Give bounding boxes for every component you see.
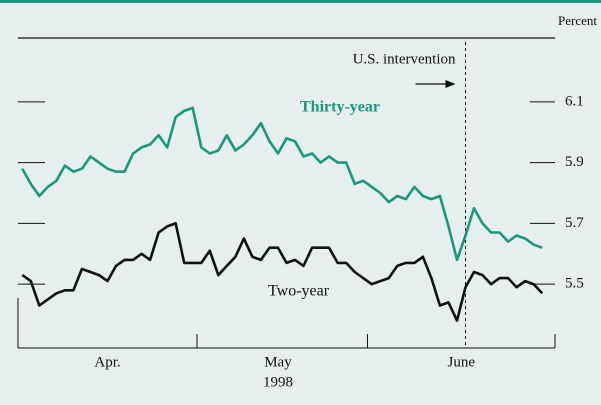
y-axis-label: Percent <box>558 13 597 28</box>
series-line <box>21 222 544 322</box>
y-tick-label: 5.9 <box>565 154 584 170</box>
annotation-text: U.S. intervention <box>353 51 456 67</box>
annotation-arrowhead <box>445 80 456 88</box>
y-tick-label: 6.1 <box>565 93 584 109</box>
top-border <box>0 0 601 3</box>
series-line <box>21 106 543 262</box>
y-tick-label: 5.7 <box>565 215 584 231</box>
series-label: Two-year <box>268 283 330 300</box>
x-tick-label: May <box>264 354 292 370</box>
year-label: 1998 <box>263 374 293 390</box>
y-tick-label: 5.5 <box>565 276 584 292</box>
x-tick-label: Apr. <box>94 354 120 370</box>
series-label: Thirty-year <box>300 99 380 116</box>
x-tick-label: June <box>447 354 475 370</box>
